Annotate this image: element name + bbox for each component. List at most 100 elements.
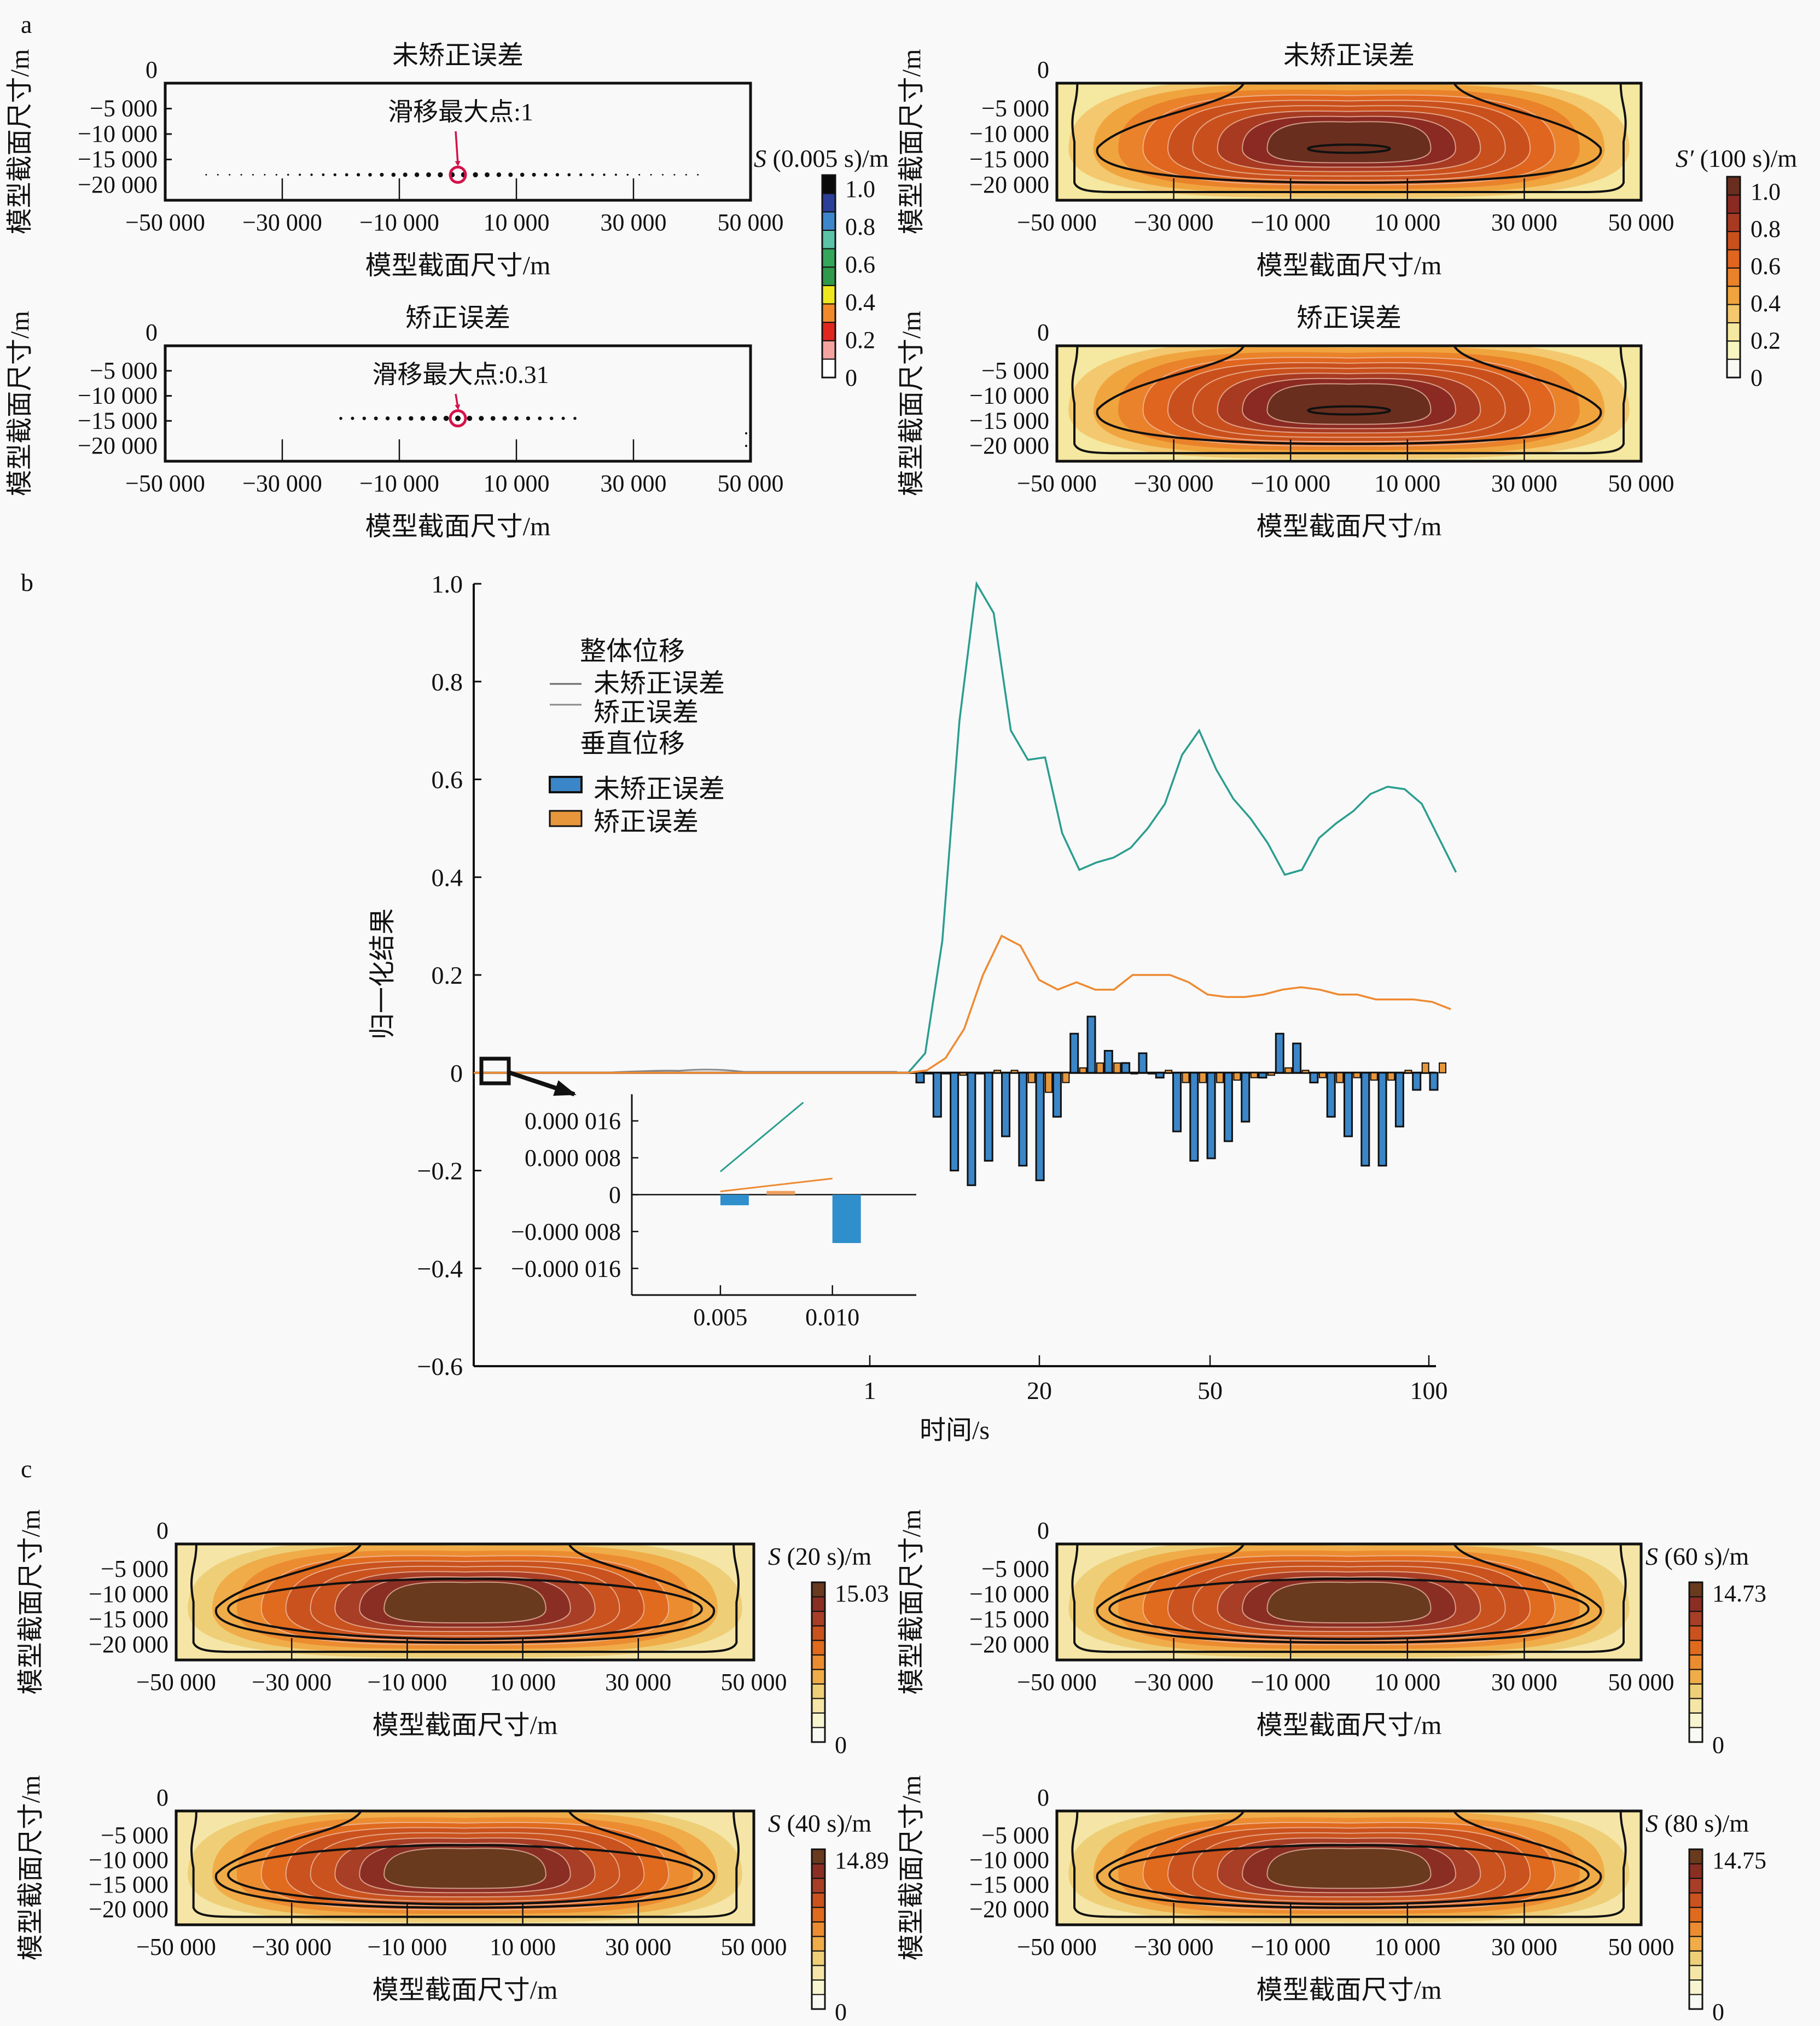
colorbar-segment — [822, 266, 836, 286]
bar-vertical-corrected — [1165, 1070, 1173, 1073]
x-tick-label: 50 000 — [721, 1934, 787, 1960]
colorbar-segment — [811, 1878, 825, 1894]
slip-dot — [662, 173, 664, 176]
y-tick-label: −10 000 — [969, 120, 1049, 147]
y-tick-label: −15 000 — [969, 146, 1049, 173]
x-tick-label: 10 000 — [490, 1934, 556, 1960]
y-tick-label: −20 000 — [969, 1631, 1049, 1658]
slip-dot — [473, 172, 478, 178]
colorbar-tick-label: 0.6 — [1751, 253, 1781, 280]
colorbar-segment — [811, 1892, 825, 1908]
bar-vertical-corrected — [1250, 1072, 1258, 1078]
y-tick-label: −5 000 — [981, 1822, 1049, 1849]
slip-dot — [403, 172, 408, 177]
bar-vertical-corrected — [1404, 1070, 1412, 1073]
inset-y-tick-label: 0.000 008 — [525, 1145, 621, 1171]
slip-dot — [252, 173, 254, 176]
contour-panel-c: 0−5 000−10 000−15 000−20 000−50 000 −30 0… — [16, 1775, 889, 2025]
plot-frame — [1055, 1809, 1643, 1926]
x-axis-label: 模型截面尺寸/m — [1257, 251, 1442, 280]
y-tick-label: 0 — [1037, 56, 1049, 83]
colorbar-tick-label: 1.0 — [1751, 178, 1781, 205]
bar-vertical-uncorrected — [1241, 1072, 1251, 1123]
colorbar-segment — [822, 285, 836, 305]
colorbar-max-label: 14.73 — [1712, 1580, 1766, 1607]
bar-vertical-uncorrected — [1103, 1050, 1113, 1074]
colorbar-tick-label: 0.8 — [1751, 216, 1781, 242]
colorbar-segment — [822, 303, 836, 323]
slip-dot — [438, 172, 443, 178]
slip-dot — [479, 416, 484, 421]
y-tick-label: −15 000 — [969, 407, 1049, 434]
x-tick-label: 50 000 — [1608, 1669, 1674, 1696]
colorbar-segment — [1726, 322, 1741, 342]
bar-vertical-corrected — [1096, 1062, 1104, 1073]
y-axis-label: 模型截面尺寸/m — [897, 1775, 926, 1961]
legend-group1-title: 整体位移 — [580, 637, 685, 666]
x-axis-label: 模型截面尺寸/m — [1257, 512, 1442, 541]
bar-vertical-uncorrected — [1292, 1042, 1302, 1074]
x-tick-label: 10 000 — [484, 209, 550, 236]
bar-vertical-uncorrected — [1069, 1032, 1079, 1074]
colorbar-segment — [811, 1950, 825, 1966]
legend-item: 未矫正误差 — [594, 669, 725, 698]
colorbar-segment — [811, 1698, 825, 1714]
contour-line — [227, 1844, 703, 1906]
x-tick-label: −50 000 — [1017, 1669, 1097, 1696]
colorbar-tick-label: 0.8 — [845, 213, 875, 240]
x-tick-label: −30 000 — [1134, 1934, 1214, 1960]
colorbar-tick-label: 0 — [1751, 364, 1763, 391]
bar-vertical-corrected — [1439, 1062, 1446, 1073]
x-axis-label: 模型截面尺寸/m — [365, 251, 551, 280]
contour-band — [383, 1581, 546, 1624]
colorbar-max-label: 14.89 — [835, 1847, 889, 1874]
x-tick-label: −30 000 — [1134, 470, 1214, 497]
bar-vertical-corrected — [1370, 1072, 1378, 1081]
y-tick-label: −0.2 — [417, 1157, 463, 1185]
slip-dot — [391, 172, 396, 177]
x-tick-label: −50 000 — [125, 470, 205, 497]
colorbar-title-time: 80 s — [1673, 1809, 1714, 1837]
bar-vertical-corrected — [1147, 1072, 1155, 1075]
colorbar-segment — [822, 358, 836, 379]
colorbar-title-close: )/m — [1714, 1542, 1749, 1570]
y-tick-label: 0 — [146, 56, 158, 83]
x-tick-label: 30 000 — [605, 1669, 671, 1696]
bar-vertical-uncorrected — [1344, 1072, 1353, 1137]
colorbar-frame — [811, 1848, 826, 2010]
bar-vertical-uncorrected — [1275, 1032, 1284, 1074]
y-tick-label: −20 000 — [969, 1896, 1049, 1923]
bar-vertical-corrected — [1387, 1072, 1395, 1081]
slip-dot — [697, 173, 699, 176]
max-slip-marker — [449, 409, 467, 428]
slip-dot — [626, 173, 629, 176]
x-tick-label: −10 000 — [1251, 1934, 1330, 1960]
x-tick-label: 10 000 — [1374, 1934, 1440, 1960]
colorbar-segment — [811, 1727, 825, 1743]
slip-dot — [567, 173, 571, 177]
y-axis-label: 模型截面尺寸/m — [5, 49, 34, 235]
colorbar-segment — [1689, 1654, 1703, 1670]
y-axis-label: 模型截面尺寸/m — [16, 1775, 45, 1961]
y-tick-label: −20 000 — [969, 432, 1049, 459]
y-tick-label: −10 000 — [969, 1581, 1049, 1607]
colorbar-tick-label: 0.2 — [1751, 327, 1781, 354]
slip-dot — [614, 173, 617, 176]
slip-dot — [229, 173, 231, 176]
bar-vertical-corrected — [1027, 1072, 1036, 1083]
colorbar-min-label: 0 — [1712, 1732, 1724, 1758]
colorbar-segment — [811, 1907, 825, 1923]
y-tick-label: 0 — [156, 1517, 168, 1544]
contour-fill — [176, 1544, 754, 1660]
x-tick-label: 30 000 — [605, 1934, 671, 1960]
colorbar-segment — [811, 1582, 825, 1598]
y-tick-label: −5 000 — [90, 95, 158, 122]
y-tick-label: −20 000 — [89, 1896, 168, 1923]
y-axis-label: 归一化结果 — [368, 908, 397, 1040]
bar-vertical-corrected — [993, 1070, 1002, 1073]
bar-vertical-corrected — [1199, 1072, 1207, 1083]
contour-band — [1266, 1848, 1432, 1889]
panel-label-a: a — [21, 10, 32, 38]
contour-panel-c: 0−5 000−10 000−15 000−20 000−50 000 −30 0… — [897, 1775, 1766, 2025]
